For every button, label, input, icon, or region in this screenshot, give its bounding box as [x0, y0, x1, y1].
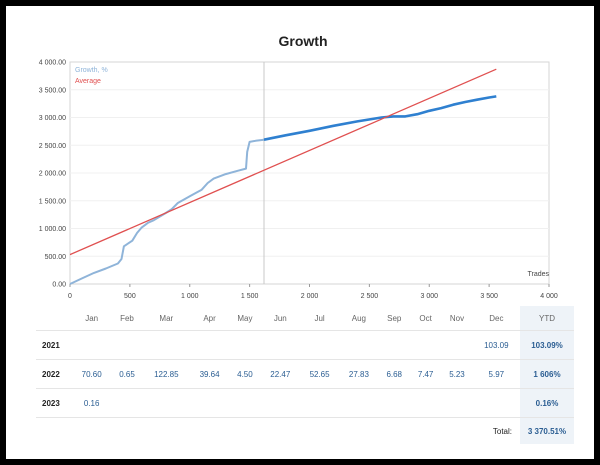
- month-header: Nov: [449, 313, 465, 323]
- table-row: 2021 103.09 103.09%: [36, 330, 574, 360]
- y-tick-label: 500.00: [45, 254, 67, 261]
- header-blank: [36, 306, 72, 331]
- month-value-cell: [72, 330, 112, 360]
- month-value-cell: [189, 388, 230, 418]
- month-value-cell: [111, 330, 143, 360]
- y-tick-label: 0.00: [52, 282, 66, 289]
- month-value-cell: 39.64: [189, 359, 230, 389]
- month-value-cell: [409, 388, 442, 418]
- legend-entry: Growth, %: [75, 67, 108, 74]
- y-tick-label: 3 000.00: [39, 115, 66, 122]
- month-value-cell: [378, 388, 410, 418]
- month-value-cell: [229, 330, 261, 360]
- month-value-cell: 22.47: [260, 359, 300, 389]
- x-tick-label: 2 500: [361, 293, 379, 300]
- x-axis-label: Trades: [527, 271, 549, 278]
- month-header: Jun: [273, 313, 287, 323]
- legend-entry: Average: [75, 78, 101, 85]
- total-label: Total:: [36, 417, 520, 444]
- series-line: [69, 68, 497, 256]
- month-value-cell: [189, 330, 230, 360]
- grid: [69, 61, 550, 285]
- month-value-cell: 52.65: [299, 359, 340, 389]
- month-header: Mar: [159, 313, 174, 323]
- ytd-cell: 0.16%: [520, 388, 574, 418]
- x-tick-label: 3 500: [480, 293, 498, 300]
- month-value-cell: [441, 330, 473, 360]
- month-value-cell: [260, 330, 300, 360]
- x-tick-label: 500: [124, 293, 136, 300]
- month-header: Jan: [85, 313, 99, 323]
- y-tick-label: 1 000.00: [39, 226, 66, 233]
- y-axis-ticks: 0.00 500.00 1 000.00 1 500.00 2 000.00 2 500.…: [39, 60, 66, 289]
- chart-frame: Growth 0 500 1 000 1 500 2 000 2 500 3 000 3 50…: [6, 6, 594, 459]
- total-value: 3 370.51%: [520, 417, 574, 444]
- month-value-cell: 7.47: [409, 359, 442, 389]
- month-header: Aug: [351, 313, 366, 323]
- month-header: Oct: [419, 313, 432, 323]
- month-value-cell: [339, 330, 379, 360]
- growth-chart: Growth 0 500 1 000 1 500 2 000 2 500 3 000 3 50…: [39, 33, 558, 300]
- month-value-cell: 70.60: [72, 359, 112, 389]
- series-line: [69, 138, 265, 285]
- legend: Growth, % Average: [75, 67, 108, 85]
- month-value-cell: [229, 388, 261, 418]
- x-tick-label: 3 000: [420, 293, 438, 300]
- table-header: Jan Feb Mar Apr May Jun Jul Aug Sep Oct Nov Dec YTD: [36, 306, 574, 331]
- y-tick-label: 2 000.00: [39, 171, 66, 178]
- year-cell: 2021: [36, 330, 72, 360]
- x-tick-label: 4 000: [540, 293, 558, 300]
- chart-title: Growth: [279, 33, 328, 49]
- month-value-cell: [260, 388, 300, 418]
- x-tick-label: 1 000: [181, 293, 199, 300]
- month-value-cell: 6.68: [378, 359, 410, 389]
- month-value-cell: [378, 330, 410, 360]
- monthly-returns-table: Jan Feb Mar Apr May Jun Jul Aug Sep Oct Nov Dec YTD …: [36, 306, 574, 444]
- y-tick-label: 4 000.00: [39, 60, 66, 67]
- month-value-cell: [441, 388, 473, 418]
- month-header: Apr: [203, 313, 216, 323]
- ytd-header: YTD: [520, 306, 574, 331]
- month-value-cell: [299, 388, 340, 418]
- month-header: Jul: [314, 313, 325, 323]
- month-value-cell: 4.50: [229, 359, 261, 389]
- y-tick-label: 2 500.00: [39, 143, 66, 150]
- month-value-cell: [142, 330, 190, 360]
- y-tick-label: 1 500.00: [39, 198, 66, 205]
- ytd-cell: 103.09%: [520, 330, 574, 360]
- series-lines: [69, 68, 497, 285]
- month-value-cell: [299, 330, 340, 360]
- month-value-cell: [142, 388, 190, 418]
- month-header: Dec: [489, 313, 504, 323]
- month-value-cell: 0.16: [72, 388, 112, 418]
- ytd-cell: 1 606%: [520, 359, 574, 389]
- series-line: [263, 95, 497, 141]
- x-axis-ticks: 0 500 1 000 1 500 2 000 2 500 3 000 3 500 4 000: [68, 284, 558, 300]
- month-header: May: [237, 313, 253, 323]
- month-value-cell: [472, 388, 520, 418]
- month-value-cell: 122.85: [142, 359, 190, 389]
- table-body: 2021 103.09 103.09% 2022 70.60 0.65 122.85 39.6…: [36, 330, 574, 444]
- year-cell: 2022: [36, 359, 72, 389]
- month-header: Feb: [120, 313, 134, 323]
- table-row: 2022 70.60 0.65 122.85 39.64 4.50 22.47 52.65 27…: [36, 359, 574, 389]
- x-tick-label: 2 000: [301, 293, 319, 300]
- y-tick-label: 3 500.00: [39, 87, 66, 94]
- month-value-cell: 5.97: [472, 359, 520, 389]
- month-value-cell: 0.65: [111, 359, 143, 389]
- month-value-cell: [339, 388, 379, 418]
- month-value-cell: 27.83: [339, 359, 379, 389]
- x-tick-label: 1 500: [241, 293, 259, 300]
- total-row: Total: 3 370.51%: [36, 417, 574, 444]
- month-value-cell: [111, 388, 143, 418]
- month-value-cell: [409, 330, 442, 360]
- year-cell: 2023: [36, 388, 72, 418]
- x-tick-label: 0: [68, 293, 72, 300]
- month-value-cell: 103.09: [472, 330, 520, 360]
- month-value-cell: 5.23: [441, 359, 473, 389]
- table-row: 2023 0.16 0.16%: [36, 388, 574, 418]
- month-header: Sep: [387, 313, 402, 323]
